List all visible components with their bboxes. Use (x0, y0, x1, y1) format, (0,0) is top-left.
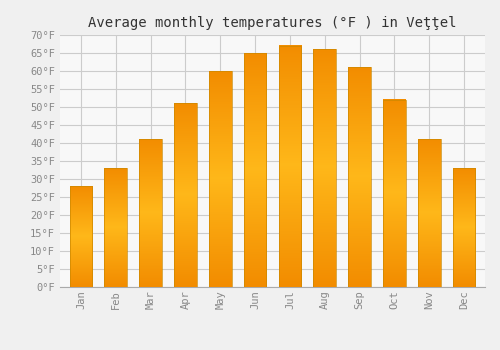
Bar (348, 68, 371, 287)
Bar (453, 168, 475, 287)
Bar (104, 168, 127, 287)
Bar (418, 139, 440, 287)
Bar (278, 46, 301, 287)
Bar (70, 186, 92, 287)
Bar (174, 103, 197, 287)
Bar (383, 100, 406, 287)
Bar (209, 71, 232, 287)
Bar (244, 53, 266, 287)
Title: Average monthly temperatures (°F ) in Veţţel: Average monthly temperatures (°F ) in Ve… (88, 16, 457, 30)
Bar (140, 139, 162, 287)
Bar (314, 49, 336, 287)
